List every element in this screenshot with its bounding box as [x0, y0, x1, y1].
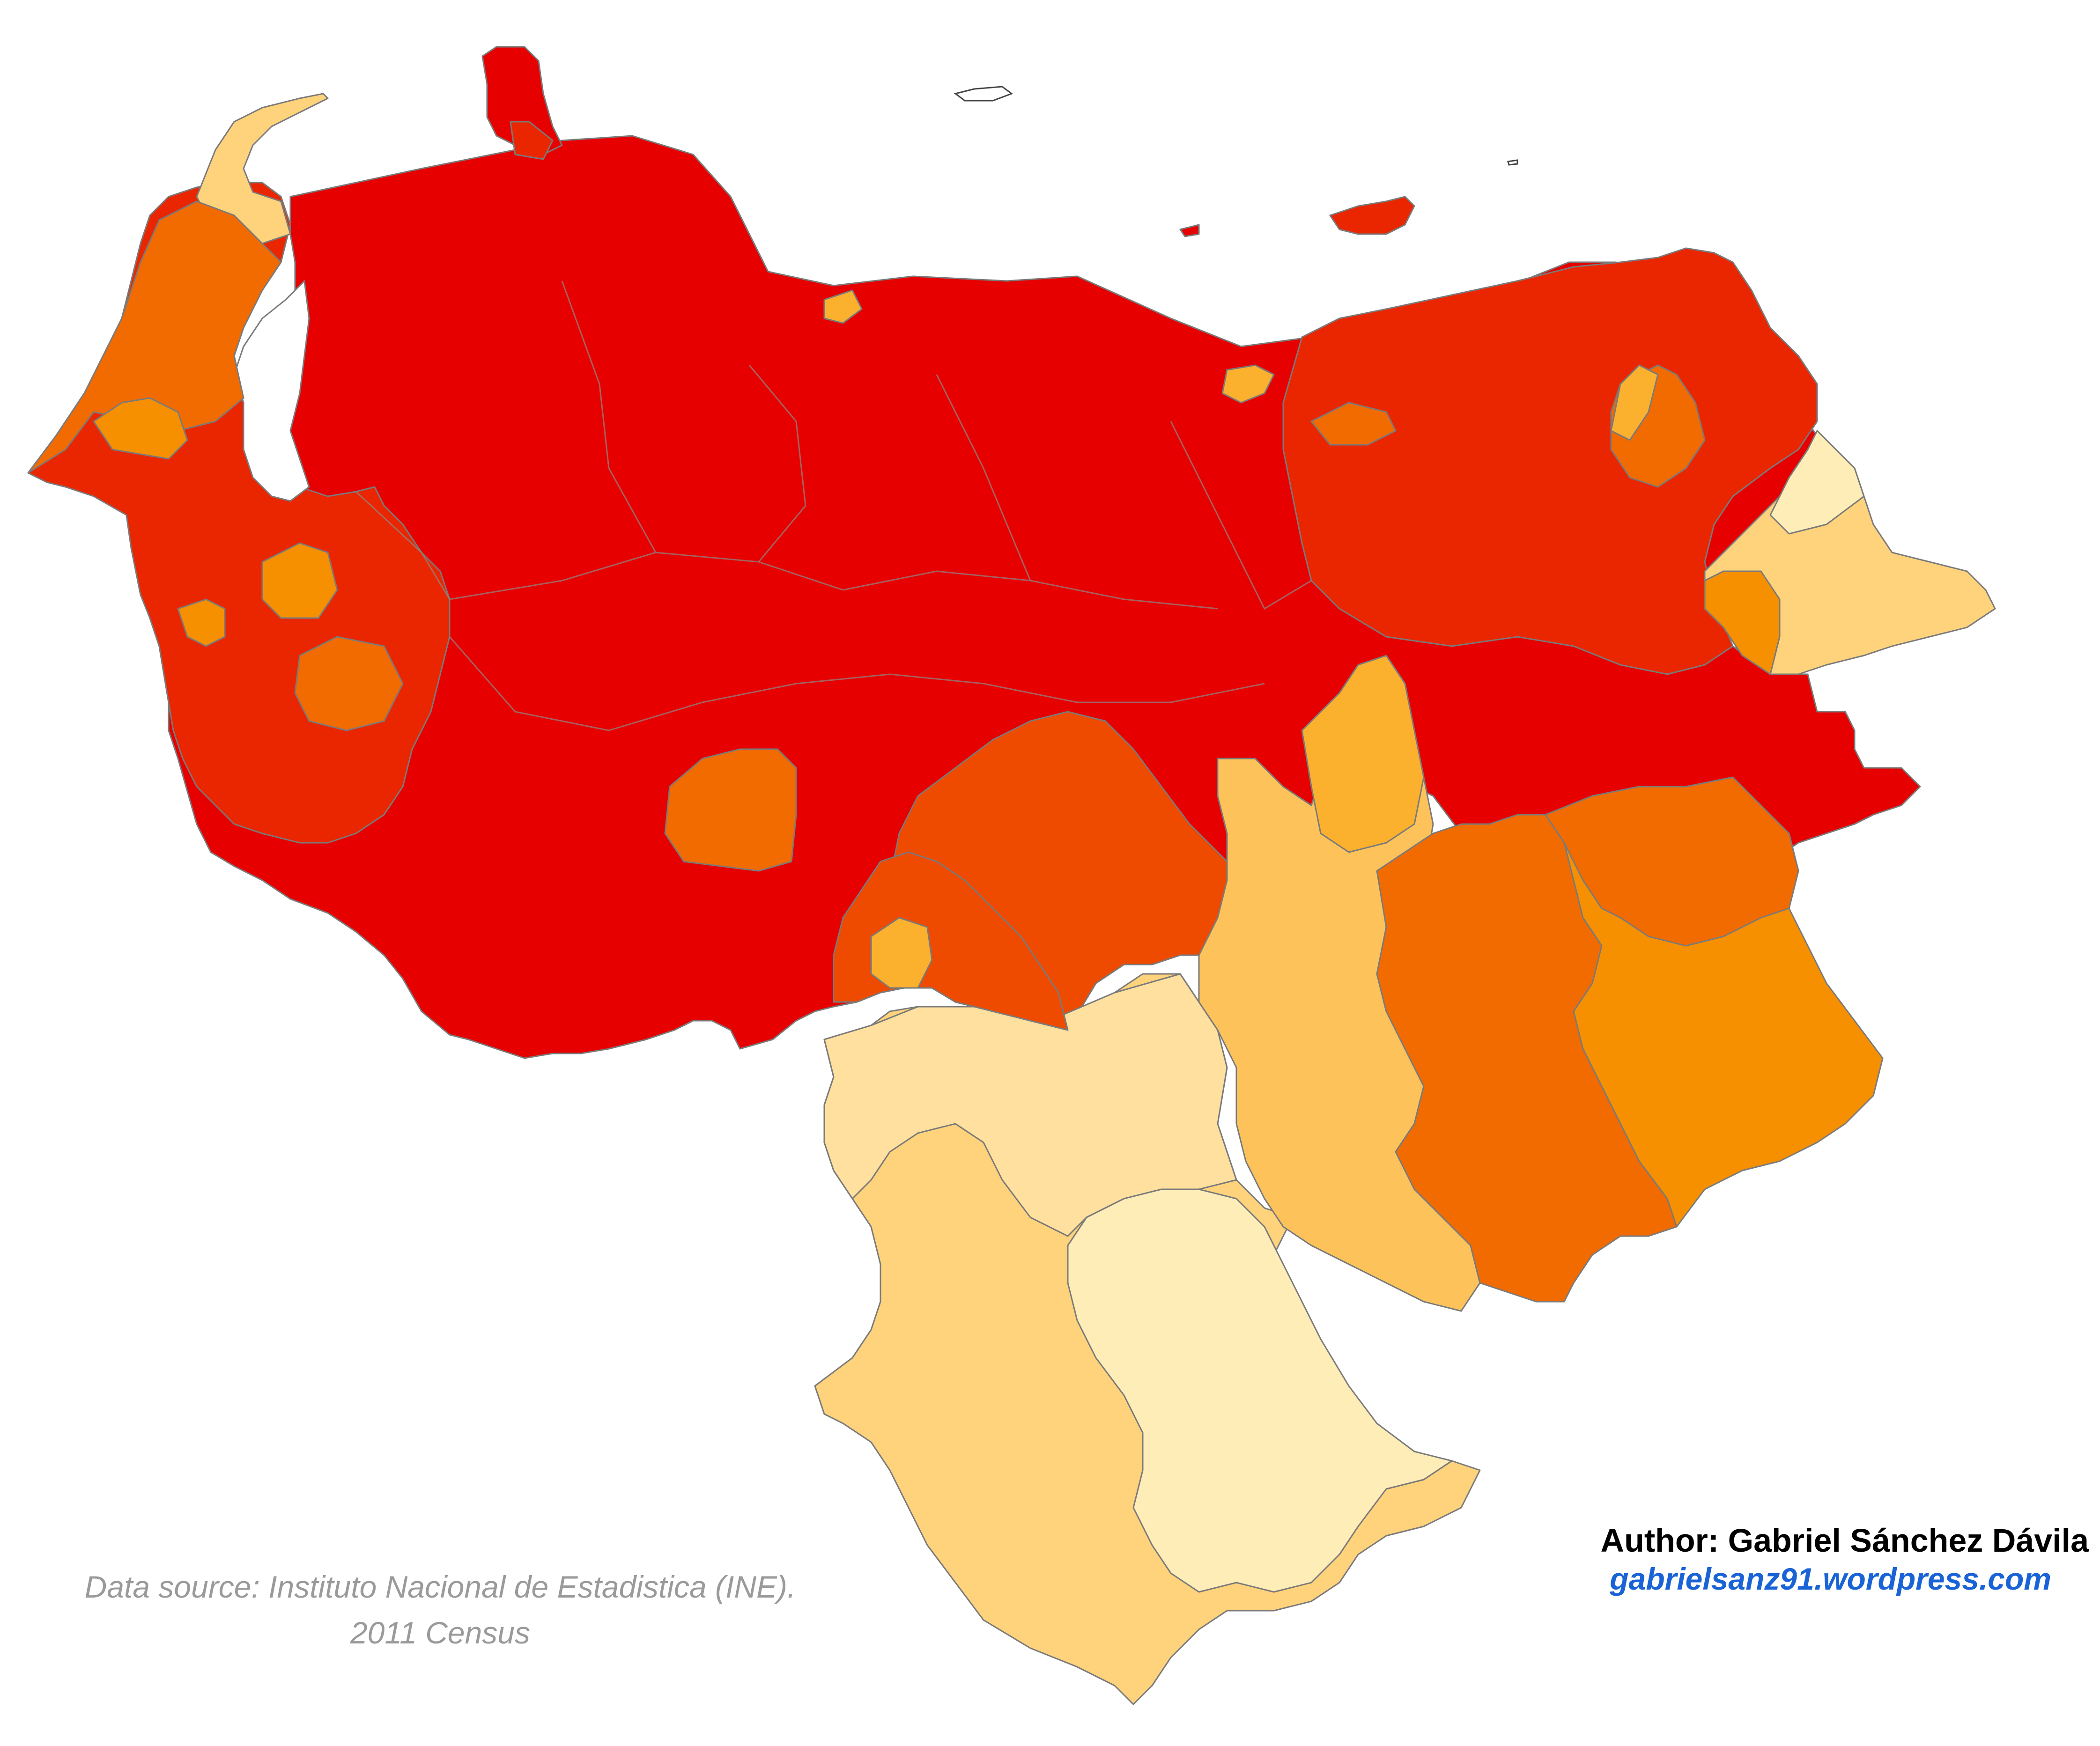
data-source-line-2: 2011 Census: [350, 1615, 531, 1650]
map-region-zulia-patch: [93, 397, 188, 460]
map-region-east-orange-speck: [1310, 402, 1397, 446]
map-region-delta-north: [1769, 430, 1865, 535]
island-speck-north: [1507, 159, 1518, 166]
island-los-roques: [954, 86, 1013, 102]
map-region-delta-west: [1704, 570, 1781, 675]
map-region-bolivar-east-north: [1545, 776, 1799, 947]
author-website-link[interactable]: gabrielsanz91.wordpress.com: [1610, 1562, 2051, 1596]
lake-maracaibo: [233, 280, 310, 502]
map-region-central-coast-speck: [823, 289, 863, 324]
map-region-falcon-peninsula: [481, 46, 563, 155]
map-region-apure-patch: [664, 748, 797, 872]
map-region-andes-dark-orange: [294, 636, 404, 731]
data-source-note: Data source: Instituto Nacional de Estad…: [19, 1564, 862, 1656]
map-region-bolivar-west-inner: [1301, 655, 1425, 853]
author-credit: Author: Gabriel Sánchez Dávila: [1600, 1522, 2089, 1559]
island-coche: [1179, 224, 1200, 237]
map-region-monagas-amber: [1610, 364, 1659, 441]
map-region-andes-orange: [261, 542, 338, 619]
map-region-falcon-isthmus: [510, 121, 554, 160]
map-region-apure-bulge: [870, 917, 933, 989]
map-region-zulia-north: [27, 200, 282, 474]
state-border-lines: [355, 280, 1312, 731]
map-region-east: [1282, 247, 1818, 675]
map-region-caracas-speck: [1221, 364, 1275, 404]
map-region-amazonas-center: [1067, 1188, 1453, 1593]
map-region-andes-amber: [177, 598, 226, 647]
island-margarita: [1329, 196, 1415, 235]
data-source-line-1: Data source: Instituto Nacional de Estad…: [84, 1569, 796, 1604]
